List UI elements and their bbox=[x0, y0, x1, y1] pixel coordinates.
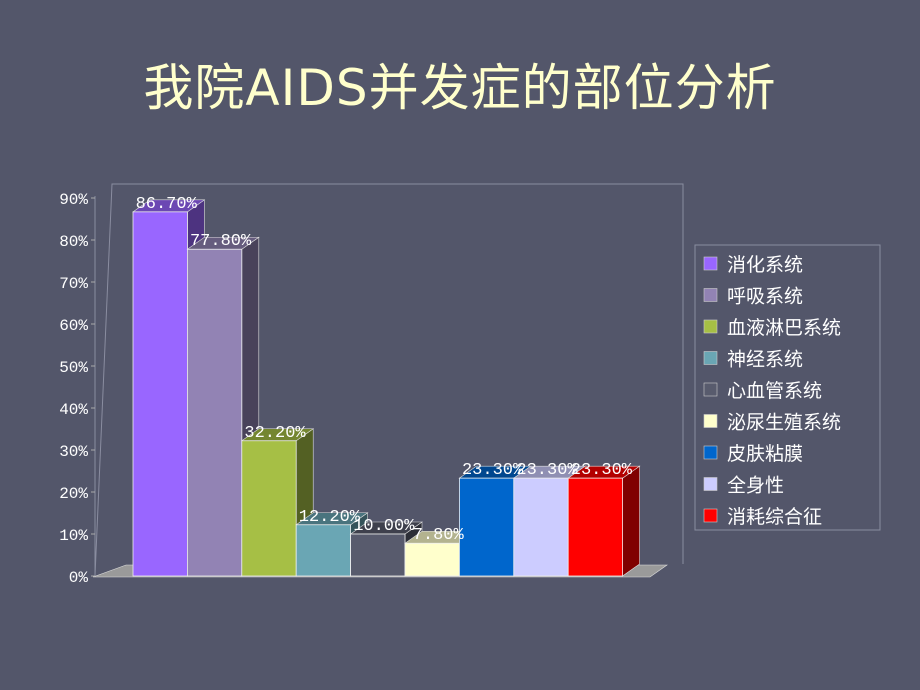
legend-swatch bbox=[703, 414, 718, 428]
y-tick-label: 60% bbox=[59, 317, 88, 335]
bar-front bbox=[458, 477, 515, 577]
y-tick-label: 40% bbox=[59, 401, 88, 419]
bar-3 bbox=[240, 428, 315, 577]
legend-label: 血液淋巴系统 bbox=[727, 317, 841, 339]
legend-item: 神经系统 bbox=[703, 349, 803, 371]
legend-label: 神经系统 bbox=[727, 349, 803, 371]
legend-item: 泌尿生殖系统 bbox=[703, 412, 841, 434]
legend-label: 消化系统 bbox=[727, 254, 803, 276]
bar-front bbox=[567, 477, 624, 577]
legend-item: 全身性 bbox=[703, 475, 784, 497]
y-tick-label: 10% bbox=[59, 527, 88, 545]
legend-label: 泌尿生殖系统 bbox=[727, 412, 841, 434]
legend-item: 呼吸系统 bbox=[703, 286, 803, 308]
legend-item: 消耗综合征 bbox=[703, 506, 822, 528]
legend-label: 呼吸系统 bbox=[727, 286, 803, 308]
bar-front bbox=[513, 477, 569, 577]
legend-swatch bbox=[703, 382, 718, 397]
slide-title: 我院AIDS并发症的部位分析 bbox=[143, 59, 777, 117]
legend-item: 心血管系统 bbox=[703, 380, 822, 402]
data-label: 23.30% bbox=[571, 461, 633, 480]
legend-item: 血液淋巴系统 bbox=[703, 317, 841, 339]
data-label: 7.80% bbox=[413, 526, 465, 545]
bar-front bbox=[295, 524, 352, 577]
bar-front bbox=[241, 440, 297, 577]
y-tick-label: 80% bbox=[59, 233, 88, 251]
legend-swatch bbox=[703, 351, 718, 365]
data-label: 32.20% bbox=[244, 424, 306, 443]
legend: 消化系统呼吸系统血液淋巴系统神经系统心血管系统泌尿生殖系统皮肤粘膜全身性消耗综合… bbox=[694, 244, 881, 531]
data-label: 77.80% bbox=[190, 232, 252, 251]
data-label: 10.00% bbox=[353, 517, 415, 536]
bar-9 bbox=[567, 465, 641, 577]
legend-swatch bbox=[703, 477, 718, 491]
y-tick-label: 70% bbox=[59, 275, 88, 293]
legend-label: 皮肤粘膜 bbox=[727, 443, 803, 465]
data-label: 23.30% bbox=[462, 461, 524, 480]
y-tick-label: 50% bbox=[59, 359, 88, 377]
legend-label: 消耗综合征 bbox=[727, 506, 822, 528]
legend-swatch bbox=[703, 508, 718, 523]
legend-swatch bbox=[703, 256, 718, 271]
y-tick-label: 20% bbox=[59, 485, 88, 503]
data-label: 12.20% bbox=[299, 508, 361, 527]
bar-front bbox=[350, 533, 406, 577]
data-label: 86.70% bbox=[136, 195, 198, 214]
plot-frame bbox=[94, 183, 684, 577]
legend-box bbox=[694, 244, 881, 531]
bar-front bbox=[404, 542, 460, 577]
legend-label: 全身性 bbox=[727, 475, 784, 497]
y-tick-label: 0% bbox=[69, 569, 89, 587]
y-tick-label: 90% bbox=[59, 191, 88, 209]
bar-front bbox=[132, 211, 188, 577]
data-label: 23.30% bbox=[516, 461, 578, 480]
legend-item: 消化系统 bbox=[703, 254, 803, 276]
legend-swatch bbox=[703, 319, 718, 334]
legend-swatch bbox=[703, 288, 718, 302]
legend-label: 心血管系统 bbox=[727, 380, 822, 402]
bar-front bbox=[186, 248, 243, 577]
legend-swatch bbox=[703, 445, 718, 460]
legend-item: 皮肤粘膜 bbox=[703, 443, 803, 465]
bar-side bbox=[622, 465, 640, 577]
y-tick-label: 30% bbox=[59, 443, 88, 461]
